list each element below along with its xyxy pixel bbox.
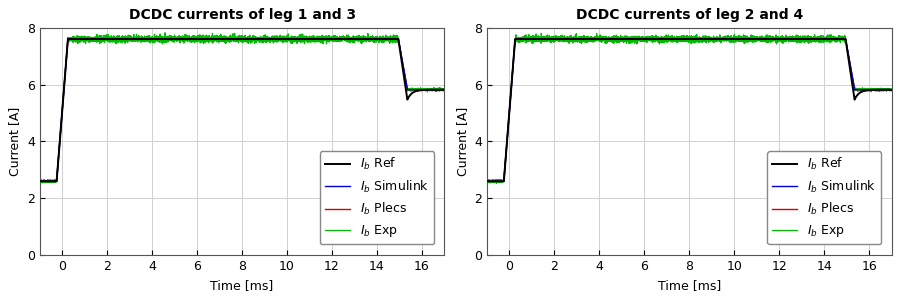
$I_b$ Ref [298, 37, 309, 41]
$I_b$ Plecs [62, 37, 73, 41]
$I_b$ Exp [491, 182, 502, 185]
$I_b$ Ref [482, 179, 492, 183]
$I_b$ Ref [784, 37, 795, 41]
$I_b$ Simulink [724, 37, 735, 41]
$I_b$ Exp [159, 31, 170, 34]
$I_b$ Exp [34, 179, 45, 183]
$I_b$ Simulink [337, 37, 347, 41]
Line: $I_b$ Exp: $I_b$ Exp [487, 33, 892, 183]
$I_b$ Ref [555, 37, 566, 41]
$I_b$ Ref [636, 37, 647, 41]
$I_b$ Exp [482, 179, 492, 183]
Title: DCDC currents of leg 1 and 3: DCDC currents of leg 1 and 3 [129, 8, 356, 22]
Y-axis label: Current [A]: Current [A] [8, 107, 22, 176]
$I_b$ Plecs [482, 179, 492, 183]
$I_b$ Simulink [34, 179, 45, 183]
$I_b$ Exp [636, 38, 647, 41]
$I_b$ Plecs [337, 37, 347, 41]
$I_b$ Plecs [367, 37, 378, 41]
Legend: $I_b$ Ref, $I_b$ Simulink, $I_b$ Plecs, $I_b$ Exp: $I_b$ Ref, $I_b$ Simulink, $I_b$ Plecs, … [767, 152, 881, 244]
Legend: $I_b$ Ref, $I_b$ Simulink, $I_b$ Plecs, $I_b$ Exp: $I_b$ Ref, $I_b$ Simulink, $I_b$ Plecs, … [320, 152, 434, 244]
$I_b$ Exp [724, 39, 735, 42]
$I_b$ Plecs [108, 37, 119, 41]
$I_b$ Simulink [367, 37, 378, 41]
$I_b$ Simulink [784, 37, 795, 41]
$I_b$ Ref [439, 88, 450, 92]
$I_b$ Plecs [745, 37, 756, 41]
$I_b$ Plecs [724, 37, 735, 41]
$I_b$ Ref [745, 37, 756, 41]
$I_b$ Ref [509, 37, 520, 41]
$I_b$ Ref [724, 37, 735, 41]
$I_b$ Ref [367, 37, 378, 41]
$I_b$ Ref [337, 37, 347, 41]
$I_b$ Simulink [108, 37, 119, 41]
Line: $I_b$ Plecs: $I_b$ Plecs [487, 39, 892, 181]
$I_b$ Simulink [886, 88, 897, 92]
$I_b$ Exp [745, 38, 756, 42]
Line: $I_b$ Exp: $I_b$ Exp [40, 33, 445, 183]
$I_b$ Simulink [745, 37, 756, 41]
$I_b$ Exp [886, 88, 897, 91]
$I_b$ Plecs [189, 37, 200, 41]
$I_b$ Simulink [298, 37, 309, 41]
$I_b$ Exp [37, 181, 48, 185]
$I_b$ Plecs [298, 37, 309, 41]
$I_b$ Ref [62, 37, 73, 41]
$I_b$ Exp [298, 38, 309, 42]
$I_b$ Exp [367, 39, 378, 43]
Line: $I_b$ Plecs: $I_b$ Plecs [40, 39, 445, 181]
$I_b$ Exp [108, 38, 119, 41]
$I_b$ Plecs [814, 37, 825, 41]
X-axis label: Time [ms]: Time [ms] [211, 279, 274, 292]
$I_b$ Exp [337, 38, 347, 41]
$I_b$ Exp [536, 32, 546, 35]
$I_b$ Simulink [277, 37, 288, 41]
$I_b$ Simulink [62, 37, 73, 41]
$I_b$ Simulink [555, 37, 566, 41]
$I_b$ Plecs [509, 37, 520, 41]
$I_b$ Ref [277, 37, 288, 41]
$I_b$ Plecs [886, 88, 897, 92]
Title: DCDC currents of leg 2 and 4: DCDC currents of leg 2 and 4 [576, 8, 803, 22]
$I_b$ Ref [108, 37, 119, 41]
X-axis label: Time [ms]: Time [ms] [658, 279, 721, 292]
Line: $I_b$ Simulink: $I_b$ Simulink [40, 39, 445, 181]
$I_b$ Simulink [636, 37, 647, 41]
$I_b$ Exp [189, 40, 200, 44]
$I_b$ Plecs [555, 37, 566, 41]
Y-axis label: Current [A]: Current [A] [455, 107, 469, 176]
$I_b$ Plecs [439, 88, 450, 92]
$I_b$ Plecs [277, 37, 288, 41]
$I_b$ Plecs [34, 179, 45, 183]
Line: $I_b$ Ref: $I_b$ Ref [40, 39, 445, 181]
$I_b$ Exp [784, 35, 795, 39]
$I_b$ Simulink [814, 37, 825, 41]
$I_b$ Simulink [439, 88, 450, 92]
$I_b$ Simulink [189, 37, 200, 41]
$I_b$ Exp [277, 38, 288, 42]
$I_b$ Plecs [784, 37, 795, 41]
Line: $I_b$ Simulink: $I_b$ Simulink [487, 39, 892, 181]
$I_b$ Ref [886, 88, 897, 92]
$I_b$ Ref [189, 37, 200, 41]
$I_b$ Ref [34, 179, 45, 183]
$I_b$ Exp [555, 38, 566, 42]
$I_b$ Plecs [636, 37, 647, 41]
$I_b$ Ref [814, 37, 825, 41]
$I_b$ Exp [439, 89, 450, 92]
$I_b$ Exp [814, 34, 825, 38]
$I_b$ Simulink [482, 179, 492, 183]
Line: $I_b$ Ref: $I_b$ Ref [487, 39, 892, 181]
$I_b$ Simulink [509, 37, 520, 41]
